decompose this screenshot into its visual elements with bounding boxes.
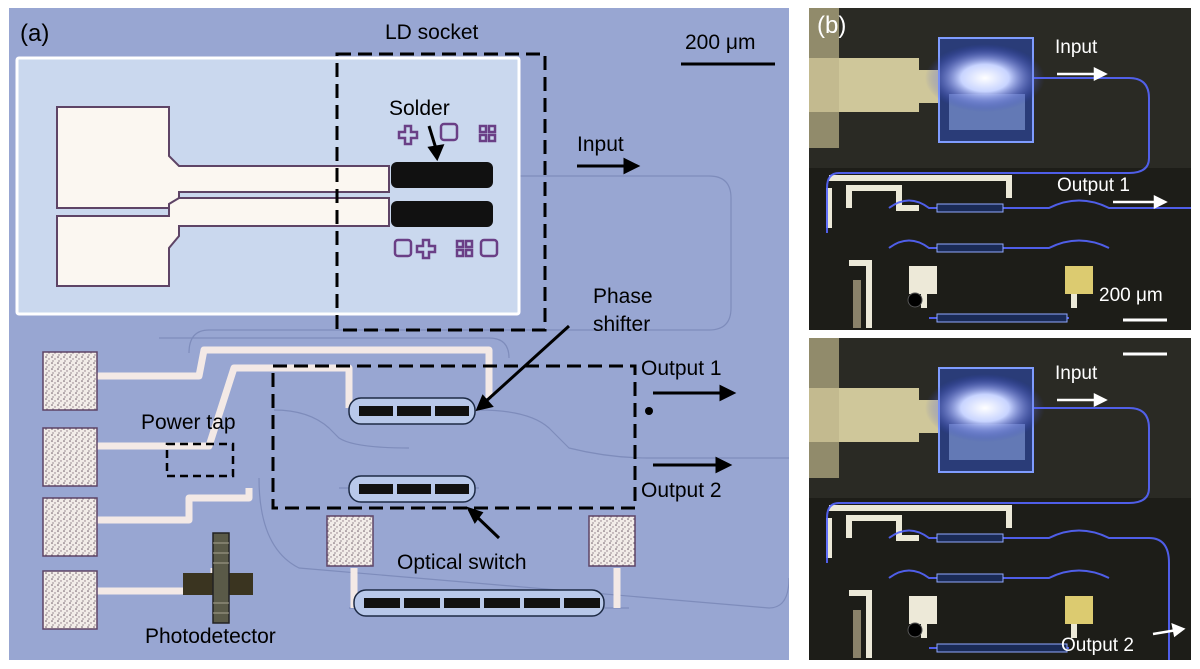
solder-bar-2 — [391, 201, 493, 227]
input-label-b-bottom: Input — [1055, 363, 1098, 384]
micrograph-panel-b-bottom: Input Output 2 — [809, 338, 1191, 660]
bond-pad-1 — [42, 351, 98, 411]
micrograph-a-image — [15, 52, 789, 630]
output-2-label-a: Output 2 — [641, 479, 722, 502]
phase-shifter-label-1: Phase — [593, 285, 653, 308]
output-1-label-a: Output 1 — [641, 357, 722, 380]
phase-shifter-label-2: shifter — [593, 313, 651, 336]
scale-bar-b-label: 200 μm — [1099, 285, 1163, 306]
scale-bar-a-label: 200 μm — [685, 31, 756, 54]
panel-a-tag: (a) — [20, 20, 50, 47]
photodetector-label: Photodetector — [145, 625, 276, 648]
output-2-label-b: Output 2 — [1061, 635, 1134, 656]
micrograph-b-bottom-image — [809, 338, 1191, 660]
solder-label: Solder — [389, 97, 450, 120]
ld-socket-box — [335, 52, 547, 332]
micrograph-b-top-image — [809, 8, 1191, 330]
ld-socket-label: LD socket — [385, 21, 479, 44]
input-label-b-top: Input — [1055, 37, 1098, 58]
optical-switch-box — [271, 364, 637, 510]
power-tap-box — [165, 442, 235, 478]
optical-switch-label: Optical switch — [397, 551, 527, 574]
micrograph-panel-a: (a) LD socket 200 μm Solder Input Phase … — [9, 8, 789, 660]
micrograph-panel-b-top: (b) Input Output 1 200 μm — [809, 8, 1191, 330]
panel-b-tag: (b) — [817, 12, 847, 39]
output-1-label-b: Output 1 — [1057, 175, 1130, 196]
power-tap-label: Power tap — [141, 411, 236, 434]
solder-bar-1 — [391, 162, 493, 188]
input-label-a: Input — [577, 133, 624, 156]
